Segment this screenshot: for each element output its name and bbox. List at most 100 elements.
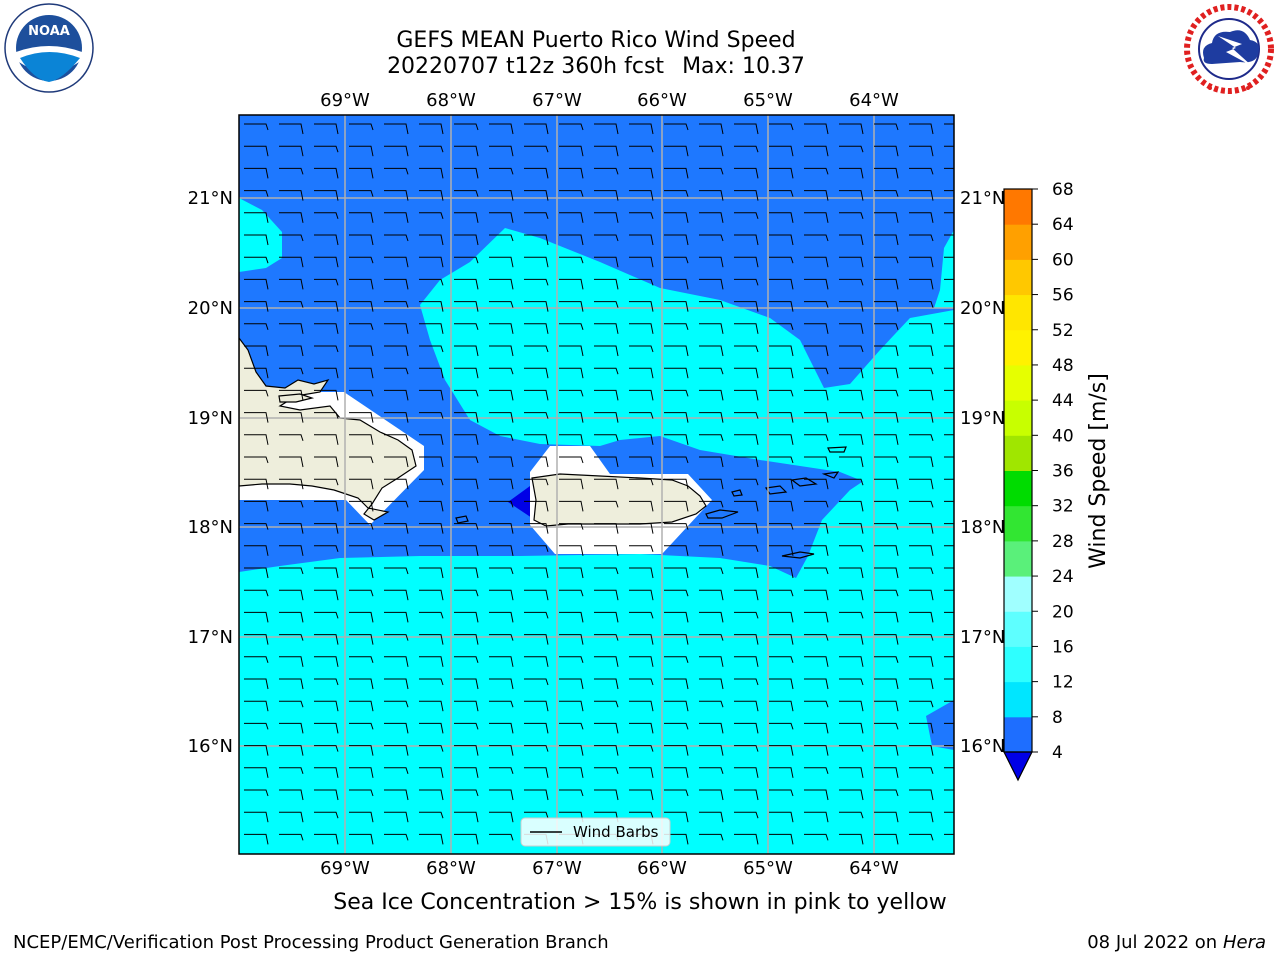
wind-barb xyxy=(279,833,304,841)
wind-barb xyxy=(944,589,954,591)
wind-barb xyxy=(454,589,479,597)
wind-barb xyxy=(384,345,409,357)
wind-barb xyxy=(909,678,934,690)
wind-barb xyxy=(664,190,689,197)
wind-barb xyxy=(419,611,444,619)
wind-barb xyxy=(664,456,689,464)
wind-barb xyxy=(594,389,619,401)
wind-barb xyxy=(559,478,584,490)
wind-barb xyxy=(489,434,514,441)
wind-barb xyxy=(594,523,619,534)
wind-barb xyxy=(279,545,304,556)
anegada-island xyxy=(827,446,847,453)
wind-barb xyxy=(419,234,444,246)
wind-barb xyxy=(349,478,374,490)
wind-barb xyxy=(244,500,269,512)
wind-barb xyxy=(559,345,584,357)
wind-barb xyxy=(244,634,269,645)
wind-barb xyxy=(384,212,409,223)
wind-barb xyxy=(384,745,409,756)
wind-barb xyxy=(489,367,514,375)
wind-barb xyxy=(804,367,829,375)
wind-barb xyxy=(874,367,899,379)
wind-barb xyxy=(769,634,794,645)
wind-barb xyxy=(699,656,724,667)
lat-label: 17°N xyxy=(960,627,1005,648)
wind-barb xyxy=(314,745,339,752)
wind-barb xyxy=(489,700,514,708)
wind-barb xyxy=(734,656,759,667)
wind-barb xyxy=(559,745,584,756)
wind-barb xyxy=(244,256,269,264)
colorbar-tick-label: 24 xyxy=(1052,567,1074,587)
wind-barb xyxy=(699,811,724,823)
wind-barb xyxy=(384,123,409,135)
wind-barb xyxy=(454,789,479,797)
wind-barb xyxy=(734,611,759,619)
wind-barb xyxy=(839,634,864,645)
colorbar-bin xyxy=(1004,611,1032,647)
wind-barb xyxy=(244,767,269,778)
wind-barb xyxy=(349,456,374,464)
colorbar-tick-label: 20 xyxy=(1052,602,1074,622)
colorbar-tick-label: 48 xyxy=(1052,356,1074,376)
wind-barb xyxy=(524,278,549,286)
wind-barb xyxy=(909,833,934,841)
wind-barb xyxy=(769,367,794,379)
wind-barb xyxy=(944,545,954,547)
wind-barb xyxy=(524,722,549,734)
wind-barb xyxy=(454,634,479,645)
wind-barb xyxy=(839,256,864,268)
wind-barb xyxy=(384,301,409,308)
wind-barb xyxy=(629,145,654,153)
wind-barb xyxy=(734,811,759,819)
wind-barb xyxy=(244,278,269,290)
wind-barb xyxy=(419,700,444,712)
wind-barb xyxy=(559,190,584,197)
wind-barb xyxy=(489,545,514,556)
lon-label: 65°W xyxy=(743,858,793,879)
colorbar-under-arrow xyxy=(1003,751,1033,782)
wind-barb xyxy=(244,190,269,197)
wind-barb xyxy=(594,212,619,223)
wind-barb xyxy=(804,323,829,334)
wind-barb xyxy=(664,345,689,357)
wind-barb xyxy=(664,367,689,379)
wind-barb xyxy=(314,478,339,486)
colorbar-bin xyxy=(1004,505,1032,542)
wind-barb xyxy=(734,367,759,379)
wind-barb xyxy=(349,700,374,712)
wind-barb xyxy=(839,345,864,353)
wind-barb xyxy=(559,678,584,690)
wind-barb xyxy=(349,523,374,530)
wind-barb xyxy=(839,190,864,201)
wind-barb xyxy=(384,167,409,175)
wind-barb xyxy=(419,389,444,401)
wind-barb xyxy=(629,478,654,486)
lon-label: 66°W xyxy=(637,90,687,111)
wind-barb xyxy=(594,456,619,468)
lon-labels-bottom: 69°W 68°W 67°W 66°W 65°W 64°W xyxy=(320,858,899,879)
wind-barb xyxy=(454,456,479,464)
wind-barb xyxy=(874,678,899,690)
wind-barb xyxy=(629,278,654,286)
wind-barb xyxy=(489,323,514,334)
colorbar-tick-label: 16 xyxy=(1052,637,1074,657)
wind-barb xyxy=(419,722,444,734)
wind-barb xyxy=(734,256,759,268)
wind-barb xyxy=(629,434,654,445)
moderate-wind-region-south xyxy=(239,464,954,854)
wind-barb xyxy=(699,722,724,734)
wind-barb xyxy=(734,190,759,201)
wind-barb xyxy=(629,301,654,312)
wind-barb xyxy=(594,123,619,135)
wind-barb xyxy=(839,767,864,778)
wind-barb xyxy=(944,722,954,724)
wind-barb xyxy=(279,145,304,157)
wind-barb xyxy=(279,700,304,708)
noaa-logo-text: NOAA xyxy=(28,24,70,39)
wind-barb xyxy=(244,589,269,597)
wind-barb xyxy=(559,656,584,663)
wind-barb xyxy=(489,678,514,690)
